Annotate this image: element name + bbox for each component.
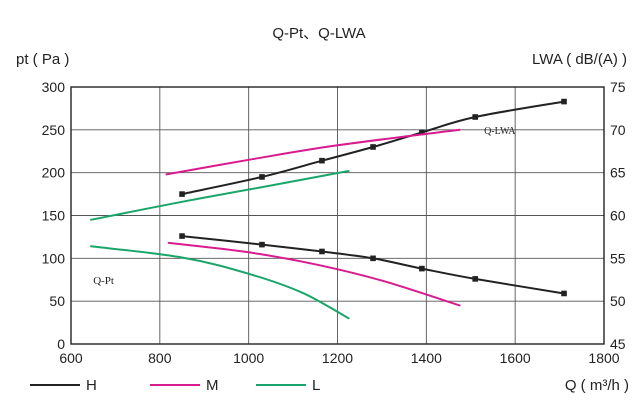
y-right-tick-label: 45 [610, 336, 626, 352]
x-tick-label: 1400 [411, 350, 442, 366]
series-line-m-q-lwa [165, 128, 461, 176]
x-tick-label: 1600 [500, 350, 531, 366]
y-left-axis-label: pt ( Pa ) [16, 51, 69, 68]
legend-label-h: H [86, 377, 97, 394]
x-tick-label: 1800 [588, 350, 619, 366]
y-left-tick-label: 100 [42, 250, 66, 266]
y-right-tick-label: 55 [610, 250, 626, 266]
data-point [472, 276, 478, 282]
y-right-axis-label: LWA ( dB/(A) ) [532, 51, 627, 68]
data-point [319, 248, 325, 255]
data-point [472, 114, 478, 120]
y-right-tick-label: 50 [610, 293, 626, 309]
data-point [179, 233, 185, 239]
y-left-tick-label: 300 [42, 79, 66, 95]
data-point [259, 241, 265, 248]
x-ticks: 600 800 1000 1200 1400 1600 1800 [59, 350, 619, 366]
legend-label-l: L [312, 377, 320, 394]
series-layer [90, 98, 567, 320]
x-tick-label: 1000 [233, 350, 264, 366]
y-left-tick-label: 200 [42, 165, 66, 181]
series-line-l-q-lwa [90, 170, 350, 221]
x-axis-label: Q ( m³/h ) [565, 377, 629, 394]
x-tick-label: 600 [59, 350, 83, 366]
y-right-tick-label: 60 [610, 208, 626, 224]
y-right-tick-label: 65 [610, 165, 626, 181]
annotation-q-lwa: Q-LWA [484, 126, 516, 137]
y-right-ticks: 45 50 55 60 65 70 75 [610, 79, 626, 352]
series-line-l-q-pt [90, 245, 350, 320]
chart-title: Q-Pt、Q-LWA [272, 25, 365, 42]
legend-label-m: M [206, 377, 219, 394]
y-right-tick-label: 70 [610, 122, 626, 138]
data-point [561, 98, 567, 105]
y-left-tick-label: 250 [42, 122, 66, 138]
y-left-tick-label: 50 [49, 293, 65, 309]
data-point [419, 265, 425, 272]
x-tick-label: 800 [148, 350, 172, 366]
y-left-tick-label: 0 [57, 336, 65, 352]
annotation-q-pt: Q-Pt [93, 275, 114, 287]
data-point [319, 157, 325, 164]
data-point [561, 290, 567, 297]
y-left-tick-label: 150 [42, 208, 66, 224]
plot-frame [70, 86, 605, 345]
data-point [259, 174, 265, 180]
data-point [370, 255, 376, 262]
y-right-tick-label: 75 [610, 79, 626, 95]
series-line-m-q-pt [167, 241, 461, 307]
y-left-ticks: 0 50 100 150 200 250 300 [42, 79, 66, 352]
data-point [370, 144, 376, 150]
data-point [179, 191, 185, 197]
data-point [419, 129, 425, 136]
x-tick-label: 1200 [322, 350, 353, 366]
